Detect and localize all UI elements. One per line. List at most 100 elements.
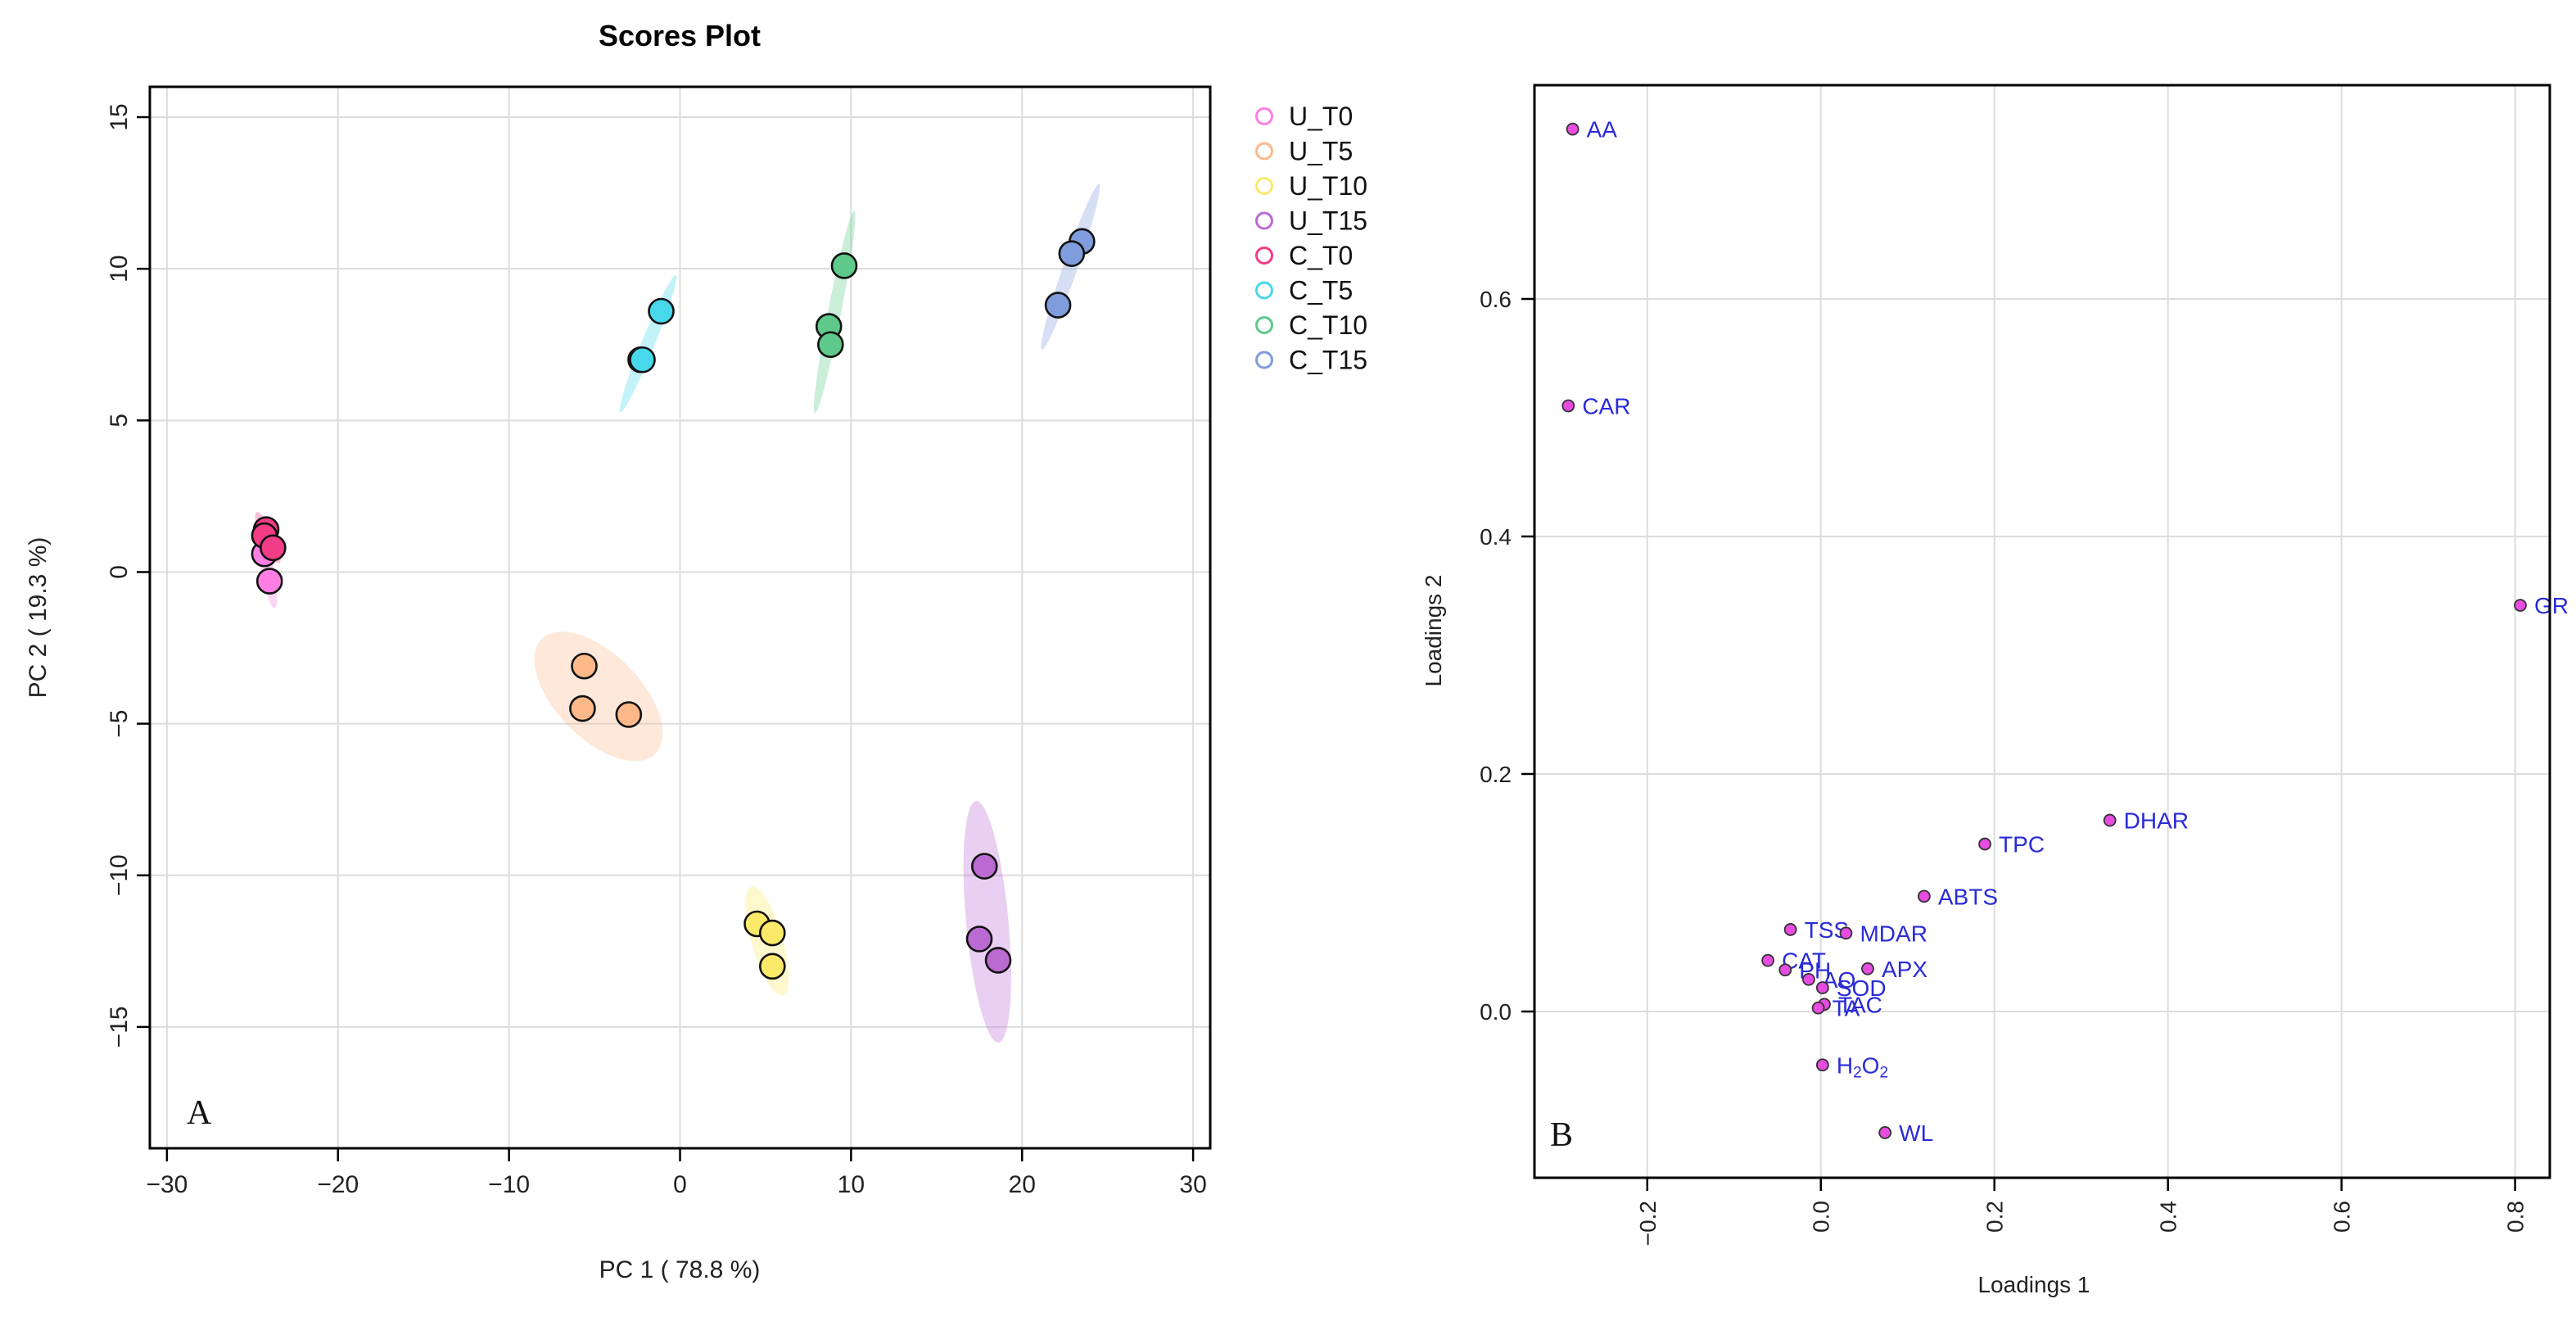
score-point-c-t15: [1058, 240, 1086, 267]
loadings-x-tick-label: 0.4: [2156, 1201, 2181, 1233]
scores-y-label: PC 2 ( 19.3 %): [25, 537, 52, 699]
loadings-x-label: Loadings 1: [1977, 1272, 2090, 1297]
scores-x-label: PC 1 ( 78.8 %): [599, 1256, 761, 1283]
score-point-c-t10: [817, 331, 844, 359]
legend-label-c-t10: C_T10: [1289, 310, 1367, 340]
panel-letter-a: A: [187, 1094, 212, 1132]
loading-point-h2o2: [1815, 1058, 1829, 1072]
scores-y-tick-label: −15: [106, 1006, 133, 1048]
legend-marker-c-t0: [1255, 247, 1273, 265]
loading-point-ta: [1811, 1001, 1825, 1015]
score-point-c-t5: [648, 297, 675, 325]
score-point-u-t5: [615, 701, 643, 728]
legend-marker-c-t15: [1255, 351, 1273, 369]
loading-label-car: CAR: [1582, 394, 1630, 419]
loading-point-cat: [1761, 953, 1774, 967]
score-point-u-t15: [965, 925, 993, 953]
loading-point-gr: [2514, 599, 2527, 612]
loading-label-wl: WL: [1899, 1120, 1933, 1146]
loading-label-mdar: MDAR: [1860, 921, 1927, 946]
loadings-y-tick-label: 0.6: [1480, 287, 1512, 312]
score-point-u-t5: [569, 695, 596, 722]
loadings-y-tick-label: 0.2: [1480, 762, 1512, 787]
loading-point-car: [1561, 399, 1575, 413]
loading-label-gr: GR: [2534, 593, 2569, 618]
loading-label-apx: APX: [1882, 957, 1927, 982]
loadings-y-axis: 0.0 0.2 0.4 0.6: [1480, 287, 1536, 1025]
loadings-x-tick-label: 0.6: [2330, 1201, 2355, 1233]
loading-point-tpc: [1978, 837, 1991, 851]
legend-marker-u-t5: [1255, 142, 1273, 161]
score-point-c-t15: [1044, 292, 1072, 319]
loadings-x-axis: −0.2 0.0 0.2 0.4 0.6 0.8: [1635, 1176, 2529, 1246]
loading-label-tac: TAC: [1838, 992, 1882, 1017]
legend-marker-u-t0: [1255, 107, 1273, 125]
loadings-x-tick-label: 0.8: [2503, 1201, 2529, 1233]
ellipse-u-t5: [534, 631, 663, 762]
loading-point-wl: [1878, 1126, 1892, 1139]
scores-y-tick-label: 0: [106, 565, 133, 579]
scores-x-tick-label: −10: [488, 1171, 530, 1198]
legend-label-u-t15: U_T15: [1289, 206, 1367, 236]
legend-marker-u-t15: [1255, 211, 1273, 230]
score-point-u-t5: [571, 652, 598, 680]
loadings-y-label: Loadings 2: [1421, 574, 1446, 686]
loading-label-tpc: TPC: [1999, 832, 2045, 858]
scores-legend: U_T0 U_T5 U_T10 U_T15 C_T0 C_T5 C_T10 C_T15: [1255, 102, 1367, 375]
legend-label-c-t15: C_T15: [1289, 346, 1367, 375]
loadings-x-tick-label: 0.0: [1809, 1201, 1834, 1233]
scores-grid: [150, 87, 1210, 1148]
legend-marker-c-t10: [1255, 316, 1273, 334]
score-point-c-t0: [260, 534, 287, 562]
scores-x-tick-label: −20: [317, 1171, 359, 1198]
legend-label-c-t5: C_T5: [1289, 276, 1353, 305]
loading-point-apx: [1861, 962, 1874, 975]
scores-x-tick-label: 30: [1179, 1171, 1206, 1198]
loadings-x-tick-label: 0.2: [1982, 1201, 2008, 1233]
score-point-u-t10: [758, 953, 786, 980]
loading-point-aa: [1566, 122, 1579, 136]
loadings-x-tick-label: −0.2: [1635, 1201, 1661, 1246]
loading-point-ph: [1778, 963, 1792, 977]
scores-points: [251, 228, 1096, 980]
score-point-u-t0: [255, 568, 283, 595]
loading-label-h2o2: H2O2: [1837, 1052, 1888, 1081]
loading-point-dhar: [2103, 813, 2117, 827]
loadings-y-tick-label: 0.4: [1480, 524, 1512, 550]
scores-x-tick-label: 20: [1009, 1171, 1036, 1198]
scores-y-axis: −15 −10 −5 0 5 10 15: [106, 103, 151, 1048]
legend-marker-c-t5: [1255, 281, 1273, 300]
loading-label-aa: AA: [1587, 117, 1618, 143]
scores-panel: Scores Plot −30 −20 −10 0 10 20 30 −15 −10 −5 0 5 1…: [25, 19, 1367, 1283]
scores-x-tick-label: −30: [146, 1171, 188, 1198]
scores-x-tick-label: 0: [673, 1171, 687, 1198]
legend-label-u-t10: U_T10: [1289, 171, 1367, 201]
scores-x-tick-label: 10: [838, 1171, 865, 1198]
loading-label-ta: TA: [1833, 996, 1860, 1021]
loading-point-sod: [1815, 981, 1829, 994]
loading-label-abts: ABTS: [1938, 884, 1998, 909]
score-point-u-t15: [984, 947, 1012, 974]
scores-y-tick-label: 5: [106, 414, 133, 428]
score-point-c-t5: [629, 346, 656, 373]
legend-label-u-t0: U_T0: [1289, 102, 1353, 131]
loading-point-abts: [1917, 889, 1931, 903]
score-point-c-t10: [830, 252, 858, 279]
scores-x-axis: −30 −20 −10 0 10 20 30: [146, 1147, 1207, 1198]
scores-y-tick-label: −10: [106, 854, 133, 896]
scores-y-tick-label: 15: [106, 103, 133, 130]
legend-label-c-t0: C_T0: [1289, 241, 1353, 270]
score-point-u-t15: [970, 853, 998, 880]
loadings-grid: [1534, 85, 2550, 1178]
loading-point-ao: [1802, 972, 1815, 986]
scores-title: Scores Plot: [599, 19, 761, 52]
legend-label-u-t5: U_T5: [1289, 137, 1353, 166]
panel-letter-b: B: [1550, 1116, 1573, 1154]
scores-y-tick-label: −5: [106, 709, 133, 737]
loading-label-sod: SOD: [1837, 975, 1887, 1001]
score-point-u-t10: [758, 919, 786, 947]
